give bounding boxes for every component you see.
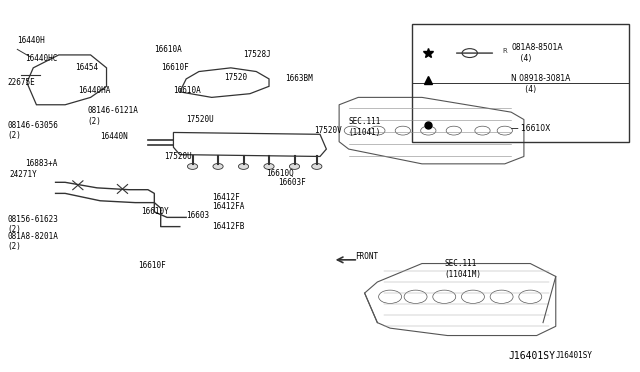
Text: 08156-61623
(2): 08156-61623 (2)	[8, 215, 59, 234]
Text: 081A8-8501A
    (4): 081A8-8501A (4)	[511, 44, 563, 63]
Text: J16401SY: J16401SY	[509, 352, 556, 361]
Text: 22675E: 22675E	[8, 78, 35, 87]
Text: 17520U: 17520U	[164, 152, 191, 161]
Text: FRONT: FRONT	[355, 251, 378, 261]
Text: 16454: 16454	[75, 63, 98, 72]
Circle shape	[289, 163, 300, 169]
Text: SEC.111
(11041M): SEC.111 (11041M)	[444, 259, 481, 279]
Circle shape	[188, 163, 198, 169]
Circle shape	[213, 163, 223, 169]
Bar	[412, 23, 629, 142]
Text: 16440HC: 16440HC	[26, 54, 58, 63]
Text: 16440N: 16440N	[100, 132, 128, 141]
Text: 16610Q: 16610Q	[266, 169, 294, 177]
Text: R: R	[502, 48, 507, 54]
Circle shape	[239, 163, 248, 169]
Text: SEC.111
(11041): SEC.111 (11041)	[349, 117, 381, 137]
Text: 081A8-8201A
(2): 081A8-8201A (2)	[8, 232, 59, 251]
Text: 16412FA: 16412FA	[212, 202, 244, 211]
Text: 1663BM: 1663BM	[285, 74, 313, 83]
Text: 16412FB: 16412FB	[212, 222, 244, 231]
Text: 16603: 16603	[186, 211, 209, 220]
Text: — 16610X: — 16610X	[511, 124, 550, 133]
Text: 17520: 17520	[225, 73, 248, 81]
Text: 16440H: 16440H	[17, 36, 45, 45]
Circle shape	[312, 163, 322, 169]
Text: 17520V: 17520V	[314, 126, 341, 135]
Text: 16440HA: 16440HA	[78, 86, 110, 95]
Text: 16610Y: 16610Y	[141, 207, 170, 217]
Text: 16610F: 16610F	[161, 63, 188, 72]
Text: 17520U: 17520U	[186, 115, 214, 124]
Text: 16412F: 16412F	[212, 193, 239, 202]
Text: 08146-6121A
(2): 08146-6121A (2)	[88, 106, 138, 125]
Text: 17528J: 17528J	[244, 51, 271, 60]
Text: N 08918-3081A
      (4): N 08918-3081A (4)	[511, 74, 570, 94]
Text: 16610F: 16610F	[138, 261, 166, 270]
Text: 16603F: 16603F	[278, 178, 307, 187]
Text: 24271Y: 24271Y	[9, 170, 36, 179]
Text: 16610A: 16610A	[154, 45, 182, 54]
Text: J16401SY: J16401SY	[556, 351, 593, 360]
Text: 08146-63056
(2): 08146-63056 (2)	[8, 121, 59, 140]
Text: 16883+A: 16883+A	[26, 159, 58, 169]
Text: 16610A: 16610A	[173, 86, 201, 94]
Circle shape	[264, 163, 274, 169]
